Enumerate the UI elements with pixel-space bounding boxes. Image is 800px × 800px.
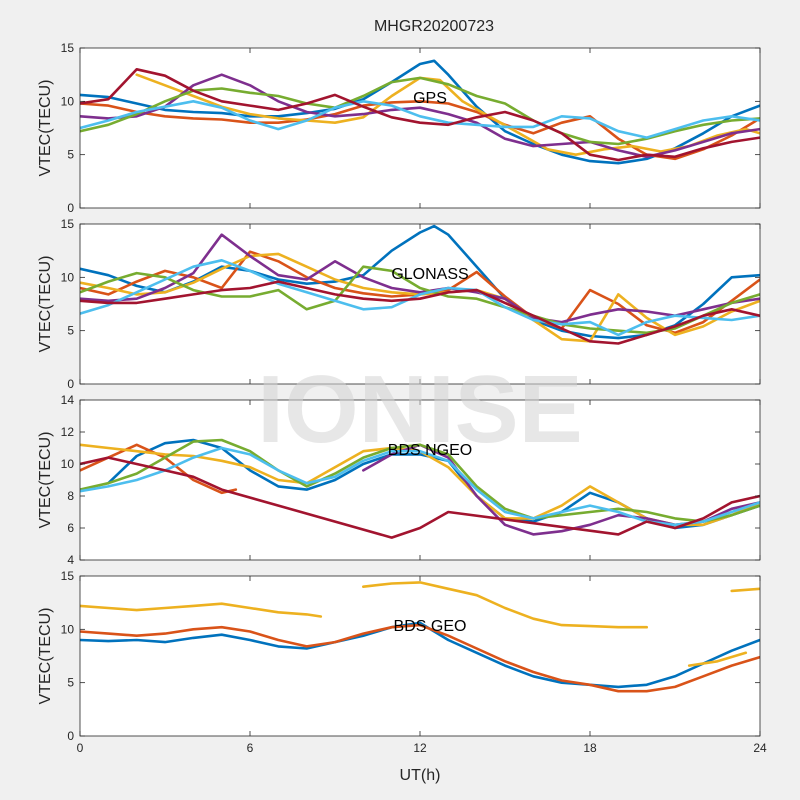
series-line-5 [80, 265, 760, 335]
panel-4: 0 6 12 18 24 0 5 10 15 VTEC(TECU) BDS GEO [37, 569, 767, 755]
panel-label: BDS GEO [394, 618, 467, 635]
panel-1: 0 5 10 15 VTEC(TECU) GPS [37, 41, 761, 215]
x-axis-label: UT(h) [400, 767, 441, 784]
series-line-4 [362, 581, 648, 629]
series-line-5 [80, 438, 760, 523]
series-group [80, 59, 760, 165]
panel-label: GLONASS [391, 266, 468, 283]
y-tick-label: 6 [67, 521, 74, 535]
series-line-1 [80, 59, 760, 165]
y-tick-label: 15 [61, 41, 75, 55]
x-tick-label: 12 [413, 741, 427, 755]
x-tick-label: 18 [583, 741, 597, 755]
panel-3: 4 6 8 10 12 14 VTEC(TECU) BDS NGEO [37, 393, 761, 567]
series-line-6 [730, 587, 760, 593]
y-axis-label: VTEC(TECU) [37, 256, 54, 353]
series-line-4 [80, 233, 760, 324]
y-tick-label: 10 [61, 457, 75, 471]
series-group [80, 581, 760, 693]
y-tick-label: 8 [67, 489, 74, 503]
series-line-6 [80, 259, 760, 337]
panel-label: BDS NGEO [388, 442, 472, 459]
y-tick-label: 5 [67, 324, 74, 338]
watermark: IONISE [257, 356, 582, 463]
y-axis-label: VTEC(TECU) [37, 80, 54, 177]
figure-title: MHGR20200723 [374, 18, 494, 35]
series-line-3 [135, 73, 760, 156]
series-line-2 [80, 623, 760, 693]
series-line-6 [80, 100, 760, 139]
y-tick-label: 10 [61, 94, 75, 108]
y-tick-label: 0 [67, 377, 74, 391]
series-line-4 [80, 73, 760, 159]
plot-area [80, 224, 760, 384]
y-tick-label: 10 [61, 622, 75, 636]
y-axis-label: VTEC(TECU) [37, 432, 54, 529]
y-tick-label: 10 [61, 270, 75, 284]
series-line-7 [80, 280, 760, 345]
panels: 0 5 10 15 VTEC(TECU) GPS 0 5 10 15 VTEC(TECU) GLONA… [37, 41, 767, 755]
plot-area [80, 576, 760, 736]
y-tick-label: 15 [61, 217, 75, 231]
series-line-7 [80, 456, 760, 539]
series-line-5 [687, 651, 748, 667]
series-line-1 [80, 621, 760, 689]
y-tick-label: 0 [67, 729, 74, 743]
series-line-3 [80, 602, 323, 618]
series-line-7 [80, 68, 760, 162]
plot-area [80, 48, 760, 208]
series-group [80, 438, 760, 539]
panel-label: GPS [413, 90, 447, 107]
y-tick-label: 12 [61, 425, 75, 439]
x-tick-label: 24 [753, 741, 767, 755]
y-axis-label: VTEC(TECU) [37, 608, 54, 705]
y-tick-label: 4 [67, 553, 74, 567]
panel-2: 0 5 10 15 VTEC(TECU) GLONASS [37, 217, 761, 391]
x-tick-label: 6 [247, 741, 254, 755]
y-tick-label: 5 [67, 148, 74, 162]
y-tick-label: 15 [61, 569, 75, 583]
y-tick-label: 14 [61, 393, 75, 407]
y-tick-label: 0 [67, 201, 74, 215]
series-group [80, 224, 760, 345]
x-tick-label: 0 [77, 741, 84, 755]
y-tick-label: 5 [67, 676, 74, 690]
